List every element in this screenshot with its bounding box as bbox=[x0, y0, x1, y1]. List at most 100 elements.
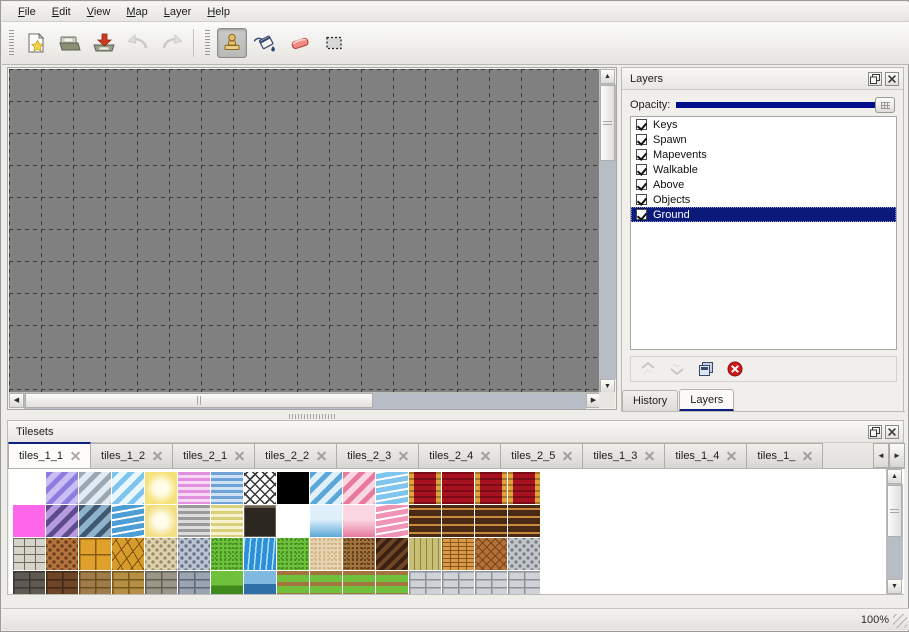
tab-close-icon[interactable] bbox=[152, 451, 162, 461]
tile-cobble-blue-grey[interactable] bbox=[178, 538, 210, 570]
scroll-up-button[interactable]: ▲ bbox=[887, 469, 902, 484]
tile-grid[interactable] bbox=[13, 472, 540, 594]
float-window-icon[interactable] bbox=[868, 71, 882, 86]
tile-ice-diagonal[interactable] bbox=[112, 472, 144, 504]
menu-item-help[interactable]: Help bbox=[207, 5, 230, 18]
layer-list[interactable]: Keys Spawn Mapevents Walkable Above Objects Gr… bbox=[630, 116, 897, 350]
tile-water-blue[interactable] bbox=[244, 538, 276, 570]
tile-dark-panel[interactable] bbox=[244, 505, 276, 537]
layer-visibility-checkbox[interactable] bbox=[636, 149, 647, 160]
tab-scroll-left-button[interactable]: ◄ bbox=[873, 443, 889, 468]
layer-visibility-checkbox[interactable] bbox=[636, 194, 647, 205]
scroll-left-button[interactable]: ◀ bbox=[9, 393, 24, 408]
eraser-tool-button[interactable] bbox=[285, 28, 315, 58]
layer-row[interactable]: Ground bbox=[631, 207, 896, 222]
tab-close-icon[interactable] bbox=[70, 451, 80, 461]
toolbar-grip[interactable] bbox=[8, 30, 16, 56]
fill-tool-button[interactable] bbox=[251, 28, 281, 58]
tile-blank-white[interactable] bbox=[277, 505, 309, 537]
tile-brick-grey-wall[interactable] bbox=[409, 571, 441, 594]
tile-brick-wall-blue[interactable] bbox=[178, 571, 210, 594]
tab-close-icon[interactable] bbox=[562, 451, 572, 461]
tile-grey-stripes[interactable] bbox=[178, 505, 210, 537]
tile-cyan-diagonal[interactable] bbox=[310, 472, 342, 504]
tile-brick-wall-brown[interactable] bbox=[46, 571, 78, 594]
tile-red-carpet[interactable] bbox=[442, 472, 474, 504]
tile-yellow-glow[interactable] bbox=[145, 472, 177, 504]
tab-close-icon[interactable] bbox=[234, 451, 244, 461]
tab-close-icon[interactable] bbox=[726, 451, 736, 461]
tile-yellow-stripes[interactable] bbox=[211, 505, 243, 537]
map-horizontal-scrollbar[interactable]: ◀ ▶ bbox=[9, 392, 601, 409]
layer-visibility-checkbox[interactable] bbox=[636, 179, 647, 190]
tile-wood-diagonal-dark[interactable] bbox=[376, 538, 408, 570]
tab-close-icon[interactable] bbox=[802, 451, 812, 461]
tile-purple-diagonal[interactable] bbox=[46, 472, 78, 504]
tile-wood-stripes-dark[interactable] bbox=[508, 505, 540, 537]
tile-pink-diagonal[interactable] bbox=[343, 472, 375, 504]
save-map-button[interactable] bbox=[89, 28, 119, 58]
layer-row[interactable]: Mapevents bbox=[631, 147, 896, 162]
tile-wood-stripes-dark[interactable] bbox=[409, 505, 441, 537]
layer-visibility-checkbox[interactable] bbox=[636, 134, 647, 145]
tile-white-lattice[interactable] bbox=[244, 472, 276, 504]
scroll-up-button[interactable]: ▲ bbox=[600, 69, 615, 84]
tile-stone-wall-grey[interactable] bbox=[145, 571, 177, 594]
tile-wood-planks-vert[interactable] bbox=[409, 538, 441, 570]
tile-pink-wave[interactable] bbox=[343, 505, 375, 537]
tile-stone-round-grey[interactable] bbox=[508, 538, 540, 570]
tile-cyan-wave[interactable] bbox=[310, 505, 342, 537]
layer-row[interactable]: Objects bbox=[631, 192, 896, 207]
tile-steel-diagonal[interactable] bbox=[79, 472, 111, 504]
resize-grip[interactable] bbox=[893, 614, 907, 628]
tileset-tab-tiles_1_4[interactable]: tiles_1_4 bbox=[664, 443, 748, 468]
lower-layer-button[interactable] bbox=[666, 358, 688, 380]
opacity-slider[interactable] bbox=[676, 96, 895, 114]
new-map-button[interactable] bbox=[21, 28, 51, 58]
tile-blank-white[interactable] bbox=[13, 472, 45, 504]
tile-red-carpet-edge[interactable] bbox=[508, 472, 540, 504]
tile-water-streaks-cyan[interactable] bbox=[376, 472, 408, 504]
tile-brick-grey-wall[interactable] bbox=[475, 571, 507, 594]
scrollbar-thumb[interactable] bbox=[25, 393, 373, 408]
menu-item-layer[interactable]: Layer bbox=[163, 5, 192, 18]
tile-brick-wall-tan[interactable] bbox=[79, 571, 111, 594]
tileset-tab-tiles_2_1[interactable]: tiles_2_1 bbox=[172, 443, 256, 468]
tile-purple-dark-diag[interactable] bbox=[46, 505, 78, 537]
scrollbar-thumb[interactable] bbox=[600, 85, 615, 161]
open-map-button[interactable] bbox=[55, 28, 85, 58]
raise-layer-button[interactable] bbox=[637, 358, 659, 380]
menu-item-map[interactable]: Map bbox=[126, 5, 148, 18]
tile-ice-ripple[interactable] bbox=[112, 505, 144, 537]
tileset-tab-tiles_1_3[interactable]: tiles_1_3 bbox=[582, 443, 666, 468]
dock-tab-layers[interactable]: Layers bbox=[679, 389, 735, 411]
tile-magenta-solid[interactable] bbox=[13, 505, 45, 537]
map-canvas-viewport[interactable] bbox=[9, 69, 601, 394]
tile-red-carpet-edge[interactable] bbox=[409, 472, 441, 504]
tile-cobble-brown[interactable] bbox=[46, 538, 78, 570]
tileset-tab-tiles_2_3[interactable]: tiles_2_3 bbox=[336, 443, 420, 468]
tile-grass-green[interactable] bbox=[211, 538, 243, 570]
tile-water-edge[interactable] bbox=[244, 571, 276, 594]
layer-row[interactable]: Above bbox=[631, 177, 896, 192]
tile-wood-stripes-dark[interactable] bbox=[475, 505, 507, 537]
tileset-tab-tiles_2_5[interactable]: tiles_2_5 bbox=[500, 443, 584, 468]
layer-visibility-checkbox[interactable] bbox=[636, 164, 647, 175]
tile-brick-basket[interactable] bbox=[442, 538, 474, 570]
tile-black-solid[interactable] bbox=[277, 472, 309, 504]
tile-grass-green[interactable] bbox=[277, 538, 309, 570]
tile-yellow-soft[interactable] bbox=[145, 505, 177, 537]
tile-brick-wall-dark[interactable] bbox=[13, 571, 45, 594]
tile-cracked-gold[interactable] bbox=[112, 538, 144, 570]
tab-close-icon[interactable] bbox=[644, 451, 654, 461]
tile-brick-herringbone[interactable] bbox=[475, 538, 507, 570]
tileset-tab-tiles_1_1[interactable]: tiles_1_1 bbox=[8, 442, 92, 468]
tools-grip[interactable] bbox=[204, 30, 212, 56]
tab-close-icon[interactable] bbox=[398, 451, 408, 461]
duplicate-layer-button[interactable] bbox=[695, 358, 717, 380]
tile-grass-dirt-path[interactable] bbox=[376, 571, 408, 594]
layer-visibility-checkbox[interactable] bbox=[636, 209, 647, 220]
tileset-tab-tiles_1_2[interactable]: tiles_1_2 bbox=[90, 443, 174, 468]
tab-close-icon[interactable] bbox=[316, 451, 326, 461]
tile-grass-dirt-path[interactable] bbox=[343, 571, 375, 594]
